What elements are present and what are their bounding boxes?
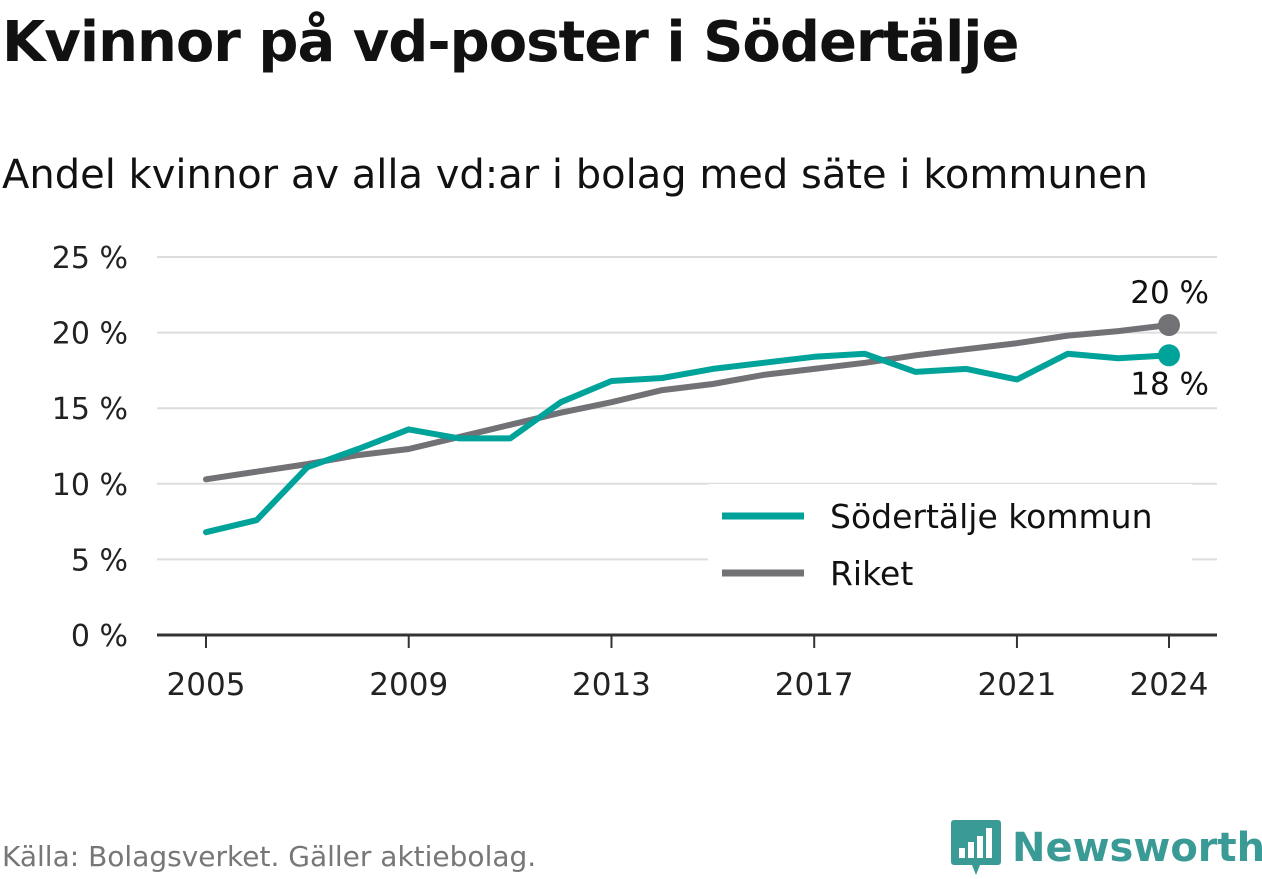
gridlines [157, 256, 1217, 637]
y-tick-label: 25 % [52, 241, 128, 276]
chart-subtitle: Andel kvinnor av alla vd:ar i bolag med … [2, 152, 1148, 198]
end-value-label: 20 % [1130, 275, 1209, 311]
y-tick-label: 15 % [52, 392, 128, 427]
end-value-label: 18 % [1130, 366, 1209, 402]
source-note: Källa: Bolagsverket. Gäller aktiebolag. [2, 840, 537, 873]
y-tick-label: 5 % [71, 543, 128, 578]
series-line [203, 350, 1172, 536]
x-tick-label: 2021 [977, 667, 1056, 703]
series-lines [203, 314, 1180, 536]
x-tick-label: 2017 [775, 667, 854, 703]
chart-title: Kvinnor på vd-poster i Södertälje [2, 10, 1019, 75]
x-tick-label: 2005 [167, 667, 246, 703]
legend: Södertälje kommun Riket [708, 484, 1192, 602]
legend-label: Riket [830, 554, 913, 593]
x-tick-label: 2024 [1130, 667, 1209, 703]
x-tick-label: 2009 [369, 667, 448, 703]
x-tick-label: 2013 [572, 667, 651, 703]
legend-box [708, 484, 1192, 602]
y-axis-ticks: 0 % 5 % 10 % 15 % 20 % 25 % [52, 241, 128, 654]
y-tick-label: 10 % [52, 468, 128, 503]
x-axis-ticks: 2005 2009 2013 2017 2021 2024 [167, 635, 1209, 703]
line-chart: 0 %5 %10 %15 %20 %25 % 2005 2009 2013 2017 2… [52, 241, 1217, 703]
end-labels: 18 % 20 % [1130, 275, 1209, 402]
series-end-point [1158, 314, 1180, 337]
series-end-point [1158, 344, 1180, 367]
newsworthy-logo: Newsworthy [950, 818, 1262, 878]
bar-chart-badge-icon [951, 820, 1001, 875]
legend-label: Södertälje kommun [830, 497, 1153, 536]
y-tick-label: 20 % [52, 317, 128, 352]
series-line [203, 322, 1172, 483]
y-tick-label: 0 % [71, 619, 128, 654]
logo-text: Newsworthy [1012, 825, 1262, 871]
